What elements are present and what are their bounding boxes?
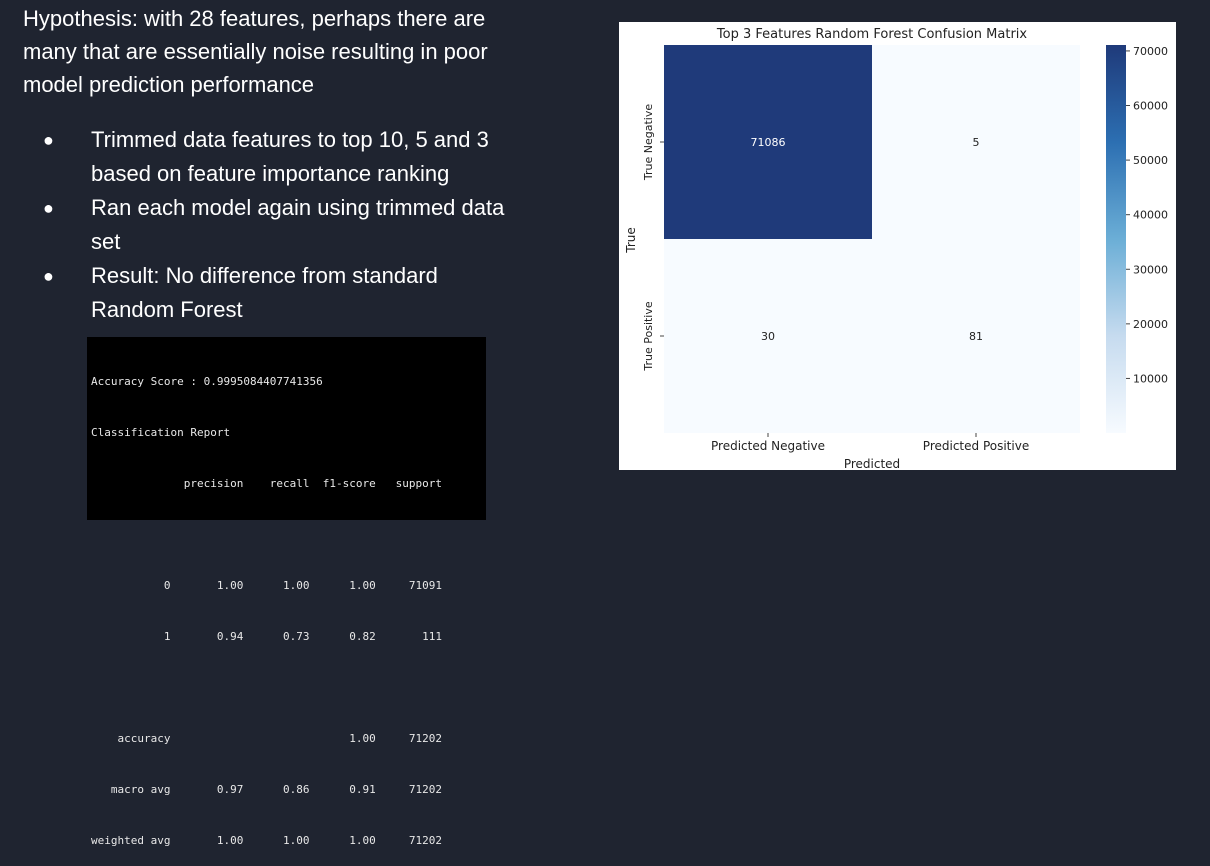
bullet-text: Result: No difference from standard Rand…	[91, 263, 438, 322]
y-tick-label: True Negative	[642, 104, 655, 181]
bullet-dot: ●	[43, 130, 54, 150]
confusion-matrix-chart: Top 3 Features Random Forest Confusion M…	[619, 22, 1176, 470]
cell-value-label: 30	[761, 330, 775, 343]
report-line	[91, 679, 482, 696]
bullet-text: Ran each model again using trimmed data …	[91, 195, 505, 254]
colorbar-tick-label: 50000	[1133, 154, 1168, 167]
colorbar-tick-label: 60000	[1133, 100, 1168, 113]
chart-title: Top 3 Features Random Forest Confusion M…	[716, 27, 1028, 42]
colorbar	[1106, 45, 1126, 433]
bullet-item: ● Trimmed data features to top 10, 5 and …	[40, 123, 510, 191]
bullet-item: ● Ran each model again using trimmed data…	[40, 191, 510, 259]
colorbar-tick-label: 30000	[1133, 263, 1168, 276]
x-tick-label: Predicted Positive	[923, 439, 1029, 453]
bullet-dot: ●	[43, 198, 54, 218]
report-line: 1 0.94 0.73 0.82 111	[91, 630, 442, 643]
confusion-matrix-svg: Top 3 Features Random Forest Confusion M…	[624, 27, 1168, 470]
bullet-text: Trimmed data features to top 10, 5 and 3…	[91, 127, 489, 186]
bullet-list: ● Trimmed data features to top 10, 5 and …	[40, 123, 510, 327]
report-line: Classification Report	[91, 426, 231, 439]
report-line: accuracy 1.00 71202	[91, 732, 442, 745]
cell-value-label: 81	[969, 330, 983, 343]
colorbar-tick-label: 70000	[1133, 45, 1168, 58]
x-axis-label: Predicted	[844, 457, 900, 470]
hypothesis-text: Hypothesis: with 28 features, perhaps th…	[23, 6, 488, 97]
x-tick-label: Predicted Negative	[711, 439, 825, 453]
report-line: macro avg 0.97 0.86 0.91 71202	[91, 783, 442, 796]
heatmap-cell	[872, 239, 1080, 433]
y-tick-label: True Positive	[642, 301, 655, 371]
colorbar-tick-label: 20000	[1133, 318, 1168, 331]
heatmap-cell	[664, 239, 872, 433]
classification-report: Accuracy Score : 0.9995084407741356 Clas…	[87, 337, 486, 847]
cell-value-label: 5	[973, 136, 980, 149]
report-line	[91, 526, 482, 543]
report-line: 0 1.00 1.00 1.00 71091	[91, 579, 442, 592]
report-line: weighted avg 1.00 1.00 1.00 71202	[91, 834, 442, 847]
heatmap-cell	[872, 45, 1080, 239]
bullet-item: ● Result: No difference from standard Ran…	[40, 259, 510, 327]
report-line: Accuracy Score : 0.9995084407741356	[91, 375, 323, 388]
heatmap-cell	[664, 45, 872, 239]
report-line: precision recall f1-score support	[91, 477, 442, 490]
colorbar-tick-label: 10000	[1133, 372, 1168, 385]
bullet-dot: ●	[43, 266, 54, 286]
cell-value-label: 71086	[751, 136, 786, 149]
y-axis-label: True	[624, 227, 638, 254]
colorbar-tick-label: 40000	[1133, 209, 1168, 222]
